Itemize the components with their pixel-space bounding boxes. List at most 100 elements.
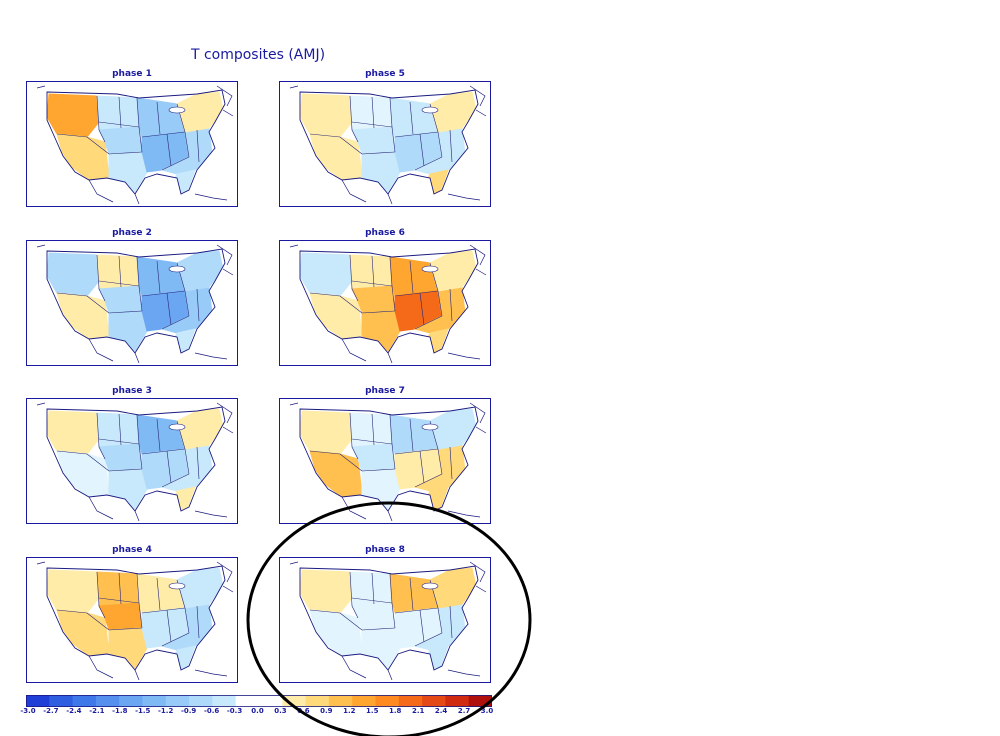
state-boundary xyxy=(96,95,100,131)
anomaly-region-sw xyxy=(309,609,363,657)
state-boundary xyxy=(339,136,363,155)
coastline xyxy=(46,565,226,671)
colorbar-swatch xyxy=(26,695,50,707)
canada-coast xyxy=(36,402,234,434)
state-boundary xyxy=(414,315,443,330)
state-boundary xyxy=(108,151,143,155)
mexico-caribbean-coast xyxy=(88,655,228,681)
state-boundary xyxy=(108,627,143,631)
map-svg xyxy=(36,85,234,205)
panel-title-phase-1: phase 1 xyxy=(112,69,152,79)
state-boundary xyxy=(108,310,143,314)
canada-coast xyxy=(289,244,487,276)
state-boundary xyxy=(394,131,439,138)
map-panel-phase-1 xyxy=(26,81,238,207)
great-lakes xyxy=(168,423,186,431)
state-boundary xyxy=(156,101,161,135)
great-lakes xyxy=(421,423,439,431)
state-boundary xyxy=(138,126,143,153)
panel-title-phase-6: phase 6 xyxy=(365,228,405,238)
state-boundary xyxy=(419,450,425,484)
state-boundary xyxy=(309,450,341,455)
state-boundary xyxy=(56,292,88,297)
state-boundary xyxy=(98,280,140,287)
anomaly-region-nplains xyxy=(349,571,393,607)
colorbar-tick-label: -3.0 xyxy=(20,707,36,715)
state-boundary xyxy=(389,256,393,287)
colorbar-tick-label: -0.3 xyxy=(226,707,243,715)
anomaly-region-sw xyxy=(56,609,110,657)
state-boundary xyxy=(161,473,190,488)
state-boundary xyxy=(138,285,143,312)
state-boundary xyxy=(339,453,363,472)
map-svg xyxy=(289,244,487,364)
state-boundary xyxy=(196,605,200,639)
map-svg xyxy=(289,402,487,522)
colorbar-swatch xyxy=(398,695,423,707)
colorbar-swatch xyxy=(119,695,143,707)
anomaly-region-pnw xyxy=(47,93,100,138)
state-boundary xyxy=(56,609,88,614)
colorbar-neutral-band xyxy=(235,695,283,707)
state-boundary xyxy=(351,446,359,460)
great-lakes xyxy=(168,106,186,114)
coastline xyxy=(46,248,226,354)
anomaly-region-nplains xyxy=(96,412,140,448)
anomaly-region-sw xyxy=(309,133,363,181)
anomaly-region-sw xyxy=(309,450,363,498)
mexico-caribbean-coast xyxy=(88,338,228,364)
state-boundary xyxy=(394,290,439,297)
colorbar-swatch xyxy=(142,695,167,707)
colorbar xyxy=(26,695,492,707)
state-boundary xyxy=(86,612,110,631)
coastline xyxy=(46,406,226,512)
state-boundary xyxy=(161,315,190,330)
colorbar-swatch xyxy=(422,695,446,707)
state-boundary xyxy=(96,254,100,290)
anomaly-region-sw xyxy=(56,450,110,498)
state-boundary xyxy=(141,448,186,455)
colorbar-tick-label: 3.0 xyxy=(480,707,494,715)
state-boundary xyxy=(86,295,110,314)
state-boundary xyxy=(349,412,353,448)
state-boundary xyxy=(389,97,393,128)
panel-title-phase-2: phase 2 xyxy=(112,228,152,238)
anomaly-region-pnw xyxy=(300,569,353,614)
map-panel-phase-3 xyxy=(26,398,238,524)
state-boundary xyxy=(349,254,353,290)
coastline xyxy=(46,89,226,195)
state-boundary xyxy=(419,133,425,167)
state-boundary xyxy=(389,414,393,445)
canada-coast xyxy=(289,85,487,117)
colorbar-swatch xyxy=(468,695,492,707)
state-boundary xyxy=(118,96,122,129)
colorbar-tick-label: -2.1 xyxy=(89,707,105,715)
canada-coast xyxy=(36,244,234,276)
state-boundary xyxy=(349,95,353,131)
canada-coast xyxy=(36,85,234,117)
state-boundary xyxy=(184,131,190,158)
state-boundary xyxy=(108,468,143,472)
state-boundary xyxy=(414,156,443,171)
state-boundary xyxy=(98,129,106,143)
mexico-caribbean-coast xyxy=(341,179,481,205)
panel-title-phase-5: phase 5 xyxy=(365,69,405,79)
state-boundary xyxy=(156,260,161,294)
state-boundary xyxy=(136,256,140,287)
state-boundary xyxy=(394,448,439,455)
panel-title-phase-4: phase 4 xyxy=(112,545,152,555)
state-boundary xyxy=(391,443,396,470)
anomaly-region-pnw xyxy=(300,93,353,138)
map-panel-phase-5 xyxy=(279,81,491,207)
state-boundary xyxy=(136,97,140,128)
panel-title-phase-3: phase 3 xyxy=(112,386,152,396)
great-lakes xyxy=(421,582,439,590)
state-boundary xyxy=(351,129,359,143)
state-boundary xyxy=(419,292,425,326)
state-boundary xyxy=(118,413,122,446)
state-boundary xyxy=(437,448,443,475)
colorbar-swatch xyxy=(165,695,190,707)
map-panel-phase-4 xyxy=(26,557,238,683)
state-boundary xyxy=(184,607,190,634)
state-boundary xyxy=(339,295,363,314)
